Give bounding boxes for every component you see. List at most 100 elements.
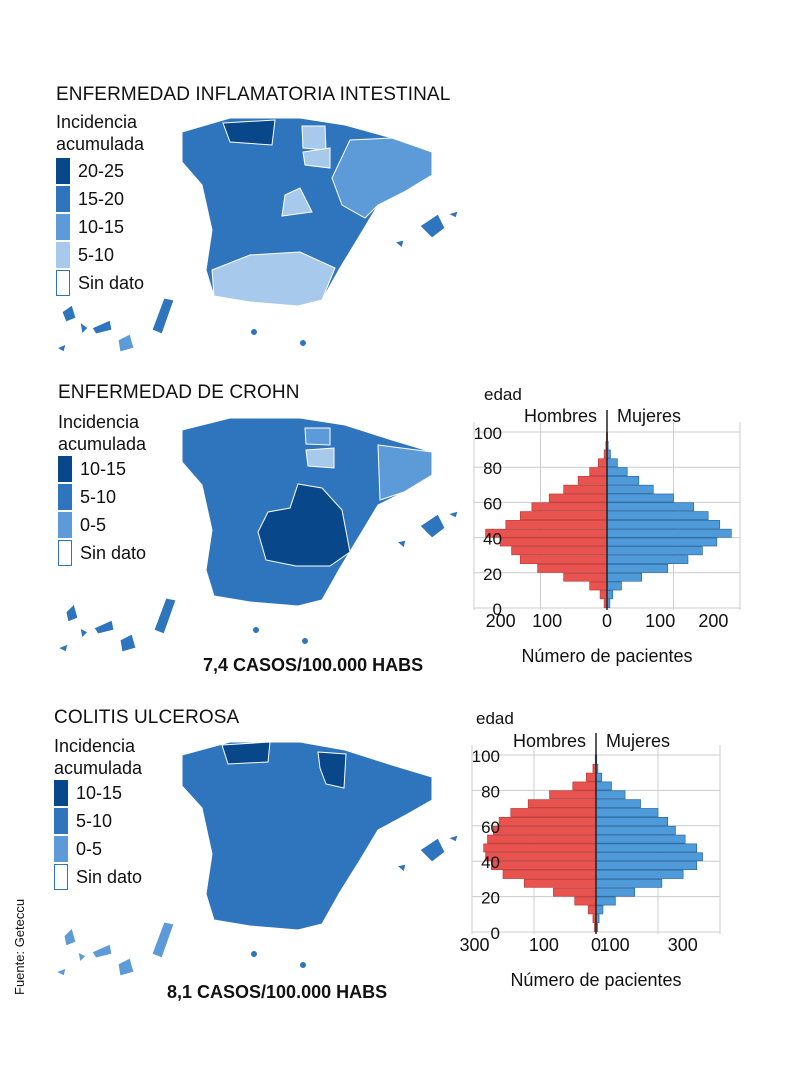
bar-hombres: [510, 808, 597, 817]
bar-mujeres: [595, 861, 698, 870]
y-tick-label: 60: [481, 818, 500, 837]
legend-title-line2: acumulada: [58, 434, 147, 454]
legend-label: Sin dato: [80, 542, 147, 563]
legend-label: 15-20: [78, 188, 125, 209]
bar-hombres: [549, 790, 597, 800]
legend-item: 10-15: [56, 214, 124, 240]
bar-mujeres: [595, 834, 686, 844]
x-tick-label: 200: [698, 611, 728, 631]
y-tick-label: 80: [483, 459, 502, 478]
x-tick-label: 100: [600, 935, 630, 955]
legend-swatch: [56, 270, 70, 296]
legend-swatch: [58, 456, 72, 482]
bar-hombres: [493, 825, 597, 835]
legend-swatch: [56, 242, 70, 268]
map-region-cataluna: [377, 444, 433, 501]
map-region-pais-vasco: [304, 427, 331, 446]
legend-item: 0-5: [58, 512, 106, 538]
x-tick-label: 100: [645, 611, 675, 631]
bar-mujeres: [595, 799, 641, 809]
series-label-mujeres: Mujeres: [617, 406, 681, 426]
bar-hombres: [524, 878, 597, 888]
y-tick-label: 40: [481, 853, 500, 872]
y-tick-label: 100: [474, 424, 502, 443]
legend-label: 5-10: [78, 244, 115, 265]
legend-item: 5-10: [54, 808, 112, 834]
map-region-la-rioja: [305, 447, 335, 469]
legend-item: 0-5: [54, 836, 102, 862]
map-balearic: [419, 213, 446, 239]
legend-colitis: Incidencia acumulada 10-15 5-10 0-5 Sin …: [54, 735, 184, 895]
x-tick-label: 100: [529, 935, 559, 955]
x-tick-label: 300: [459, 935, 489, 955]
bar-hombres: [586, 772, 597, 782]
bar-hombres: [553, 887, 597, 897]
legend-swatch: [56, 214, 70, 240]
y-tick-label: 100: [472, 747, 500, 766]
bar-mujeres: [595, 887, 636, 897]
legend-label: 0-5: [80, 514, 107, 535]
bar-hombres: [498, 817, 597, 826]
x-axis-label: Número de pacientes: [521, 646, 692, 666]
x-tick-label: 0: [591, 935, 601, 955]
legend-eii: Incidencia acumulada 20-25 15-20 10-15 5…: [56, 111, 186, 301]
x-tick-label: 0: [602, 611, 612, 631]
legend-label: 20-25: [78, 160, 125, 181]
legend-swatch: [54, 836, 68, 862]
bar-mujeres: [595, 896, 616, 906]
legend-swatch: [58, 484, 72, 510]
map-region-andalucia: [211, 251, 336, 307]
y-tick-label: 0: [491, 924, 500, 943]
bar-mujeres: [595, 852, 703, 862]
bar-hombres: [572, 781, 597, 791]
bar-mujeres: [595, 817, 668, 826]
bar-mujeres: [595, 843, 698, 853]
legend-item: Sin dato: [56, 270, 144, 296]
legend-swatch: [54, 864, 68, 890]
bar-hombres: [574, 896, 597, 906]
map-region-navarra: [302, 147, 331, 169]
series-label-mujeres: Mujeres: [606, 731, 670, 751]
bar-mujeres: [595, 825, 676, 835]
legend-swatch: [58, 512, 72, 538]
legend-label: Sin dato: [78, 272, 145, 293]
legend-label: 0-5: [76, 838, 103, 859]
y-tick-label: 20: [481, 889, 500, 908]
legend-swatch: [56, 158, 70, 184]
legend-title-line2: acumulada: [54, 758, 143, 778]
legend-label: 10-15: [76, 782, 123, 803]
y-axis-label: edad: [484, 385, 522, 404]
bar-hombres: [485, 852, 597, 862]
section-title-colitis: COLITIS ULCEROSA: [54, 707, 240, 728]
map-region-northeast: [331, 137, 433, 219]
legend-item: 5-10: [56, 242, 114, 268]
map-region-asturias: [221, 741, 271, 765]
legend-item: 5-10: [58, 484, 116, 510]
bar-hombres: [587, 905, 597, 915]
bar-mujeres: [595, 772, 603, 782]
rate-colitis: 8,1 CASOS/100.000 HABS: [167, 982, 388, 1002]
legend-item: Sin dato: [58, 540, 146, 566]
bar-mujeres: [595, 905, 604, 915]
series-label-hombres: Hombres: [524, 406, 597, 426]
legend-swatch: [54, 780, 68, 806]
legend-item: Sin dato: [54, 864, 142, 890]
y-tick-label: 20: [483, 565, 502, 584]
legend-swatch: [58, 540, 72, 566]
legend-label: 5-10: [80, 486, 117, 507]
bar-mujeres: [595, 878, 663, 888]
rate-crohn: 7,4 CASOS/100.000 HABS: [203, 655, 424, 675]
map-balearic: [419, 513, 446, 539]
y-tick-label: 80: [481, 782, 500, 801]
bar-hombres: [491, 861, 597, 870]
legend-label: 10-15: [80, 458, 127, 479]
map-mainland: [181, 741, 433, 931]
legend-label: 5-10: [76, 810, 113, 831]
section-title-eii: ENFERMEDAD INFLAMATORIA INTESTINAL: [56, 84, 451, 105]
